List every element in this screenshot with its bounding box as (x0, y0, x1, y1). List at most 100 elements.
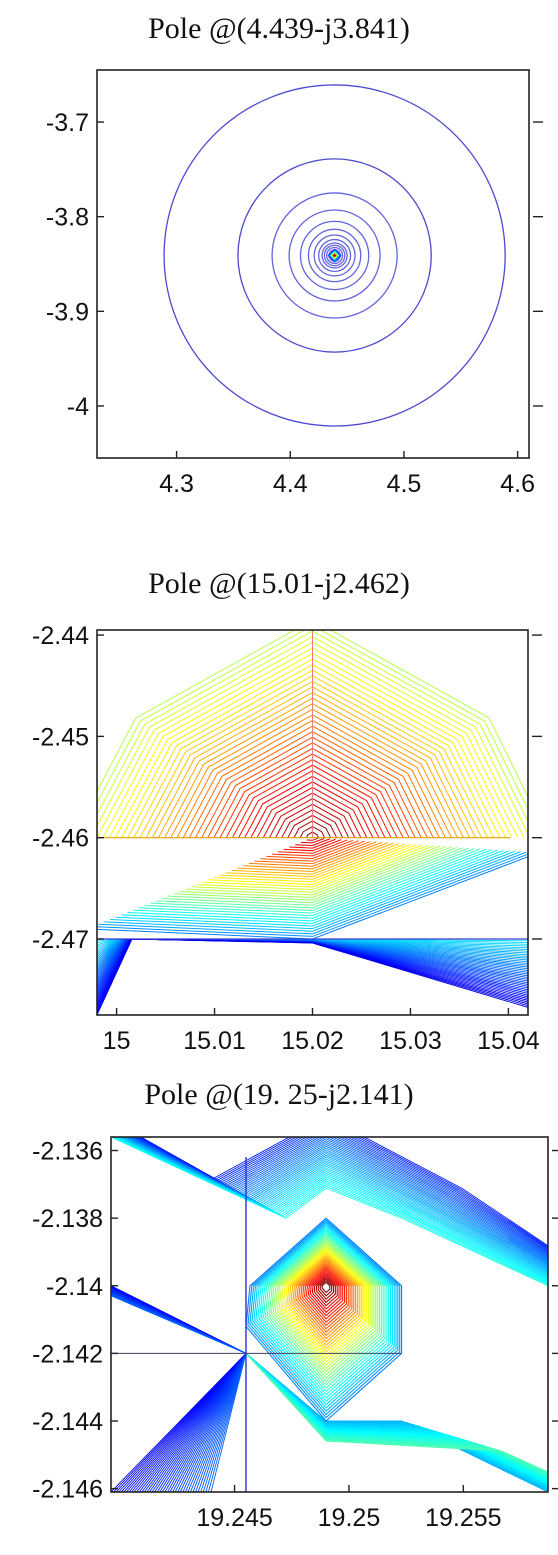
contour-line (144, 848, 481, 914)
contour-line (237, 158, 432, 353)
contour-line (162, 847, 464, 906)
contour-line (321, 242, 348, 269)
contour-line (282, 1249, 368, 1360)
y-tick-label: -2.47 (32, 926, 89, 954)
contour-line (140, 1137, 548, 1247)
contour-line (300, 1263, 351, 1330)
contour-line (288, 1253, 362, 1350)
contour-line (257, 1227, 392, 1403)
contour-line (261, 1230, 388, 1396)
contour-line (254, 841, 371, 865)
contour-line (313, 234, 356, 277)
contour-chart-2: 15 15.01 15.02 15.03 15.04 -2.44 -2.45 -2.46 -2.… (32, 622, 542, 1055)
contour-line (271, 192, 398, 319)
x-tick-label: 15.02 (281, 1027, 344, 1055)
contour-line (97, 630, 528, 799)
contour-line (323, 244, 346, 267)
contour-line (202, 844, 423, 888)
contour-line (249, 1221, 399, 1416)
contour-line (139, 1137, 548, 1249)
contour-line (225, 843, 400, 878)
contour-line (259, 1229, 390, 1399)
y-tick-label: -2.144 (32, 1408, 103, 1436)
contour-line (245, 1217, 403, 1422)
contour-line (191, 845, 435, 893)
contour-line (167, 846, 458, 904)
chart-title-1: Pole @(4.439-j3.841) (148, 12, 410, 45)
y-tick-label: -2.44 (32, 622, 89, 650)
contour-line (319, 1280, 333, 1297)
contour-line (295, 838, 331, 846)
contour-line (163, 84, 506, 427)
plot-frame-1 (96, 69, 530, 459)
y-tick-label: -3.8 (46, 204, 89, 232)
y-tick-label: -2.136 (32, 1138, 103, 1166)
contour-line (115, 850, 510, 927)
contour-line (156, 847, 469, 909)
contour-line (266, 1235, 382, 1386)
contour-line (315, 1277, 336, 1304)
contour-line (311, 1273, 340, 1310)
contour-line (253, 1224, 395, 1409)
contour-line (299, 220, 370, 291)
contour-line (219, 843, 406, 880)
y-tick-label: -2.138 (32, 1205, 103, 1233)
pole-peak (333, 254, 336, 257)
contour-line (294, 1258, 357, 1340)
contour-line (97, 938, 528, 1015)
contour-line (268, 1237, 381, 1383)
chart-title-2: Pole @(15.01-j2.462) (148, 567, 410, 600)
contour-line (139, 848, 487, 917)
y-tick-label: -3.9 (46, 298, 89, 326)
x-tick-label: 15.04 (477, 1027, 540, 1055)
y-tick-label: -4 (67, 393, 89, 421)
contour-line (98, 851, 527, 935)
contour-line (173, 846, 452, 901)
contour-line (97, 630, 528, 811)
contour-line (133, 849, 492, 919)
contour-line (298, 1262, 353, 1333)
x-tick-label: 15.03 (379, 1027, 442, 1055)
contour-line (243, 841, 383, 870)
contour-chart-1: 4.3 4.4 4.5 4.6 -3.7 -3.8 -3.9 -4 (46, 69, 543, 498)
contour-line (313, 1275, 338, 1307)
x-tick-label: 19.25 (318, 1504, 381, 1532)
contour-line (318, 238, 352, 273)
contour-line (247, 1219, 401, 1419)
contour-line (121, 850, 504, 924)
x-tick-label: 15.01 (183, 1027, 246, 1055)
contour-line (290, 1255, 360, 1347)
y-tick-label: -2.146 (32, 1476, 103, 1504)
contour-line (245, 1353, 548, 1473)
x-tick-label: 19.245 (196, 1504, 272, 1532)
contour-line (307, 1270, 344, 1317)
contour-line (306, 837, 319, 841)
contour-line (208, 844, 417, 885)
y-tick-label: -2.45 (32, 723, 89, 751)
contour-line (110, 850, 516, 930)
contour-line (301, 1265, 349, 1327)
contour-line (274, 1242, 375, 1373)
contour-line (278, 1245, 371, 1366)
contour-line (321, 1281, 331, 1294)
contour-line (286, 1252, 364, 1353)
contour-line (325, 246, 344, 265)
contour-line (248, 841, 377, 867)
contour-line (237, 842, 388, 872)
contour-line (104, 851, 521, 932)
contour-line (300, 838, 325, 844)
contour-line (289, 838, 336, 849)
contour-line (303, 1267, 347, 1323)
contour-line (251, 1222, 397, 1412)
contour-line (150, 848, 475, 911)
contour-line (276, 1244, 373, 1370)
contour-line (272, 839, 354, 857)
contour-line (231, 842, 394, 875)
x-tick-label: 4.4 (273, 470, 308, 498)
contour-line (97, 853, 528, 937)
contour-line (179, 846, 446, 898)
contour-line (307, 228, 362, 283)
contour-line (309, 1272, 342, 1314)
contour-line (196, 845, 429, 891)
